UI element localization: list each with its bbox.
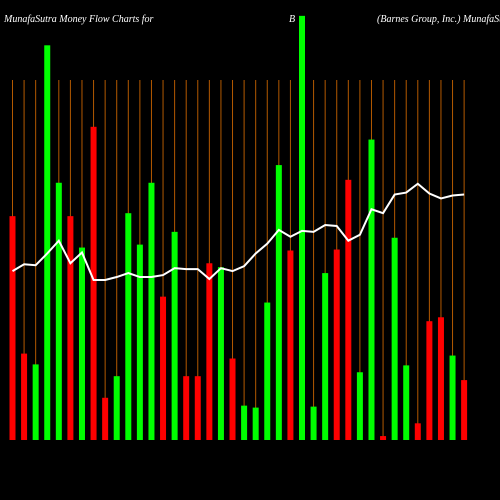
bar: [356, 372, 363, 440]
bar: [171, 231, 178, 440]
bar: [345, 179, 352, 440]
bar: [125, 213, 132, 440]
bar: [403, 365, 410, 440]
bar: [310, 406, 317, 440]
bar: [217, 267, 224, 440]
bar: [67, 216, 74, 440]
bar: [241, 405, 248, 440]
bar: [160, 296, 167, 440]
bar: [206, 263, 213, 440]
bar: [333, 249, 340, 440]
bar: [78, 247, 85, 440]
bar: [136, 244, 143, 440]
symbol: B: [289, 14, 295, 25]
bar: [55, 182, 62, 440]
bar: [437, 317, 444, 440]
bar: [113, 376, 120, 440]
bar: [275, 165, 282, 440]
bar: [194, 376, 201, 440]
bar: [414, 423, 421, 440]
bar: [322, 273, 329, 440]
bar: [252, 407, 259, 440]
bar: [264, 302, 271, 440]
bar: [32, 364, 39, 440]
bar: [391, 237, 398, 440]
bar: [102, 397, 109, 440]
bar: [148, 182, 155, 440]
marks: [9, 15, 468, 441]
subtitle: (Barnes Group, Inc.) MunafaSutra.com: [377, 14, 500, 25]
bar: [287, 250, 294, 440]
bar: [426, 321, 433, 440]
bar: [21, 353, 28, 440]
bar: [380, 436, 387, 440]
bar: [9, 216, 16, 440]
bar: [90, 126, 97, 441]
money-flow-line: [11, 182, 465, 281]
bar: [449, 355, 456, 440]
bar: [368, 139, 375, 440]
bar: [183, 376, 190, 440]
bar: [229, 358, 236, 440]
bar: [299, 15, 305, 440]
bar: [461, 380, 468, 440]
chart-title: MunafaSutra Money Flow Charts for: [3, 14, 154, 25]
bar: [44, 45, 51, 441]
